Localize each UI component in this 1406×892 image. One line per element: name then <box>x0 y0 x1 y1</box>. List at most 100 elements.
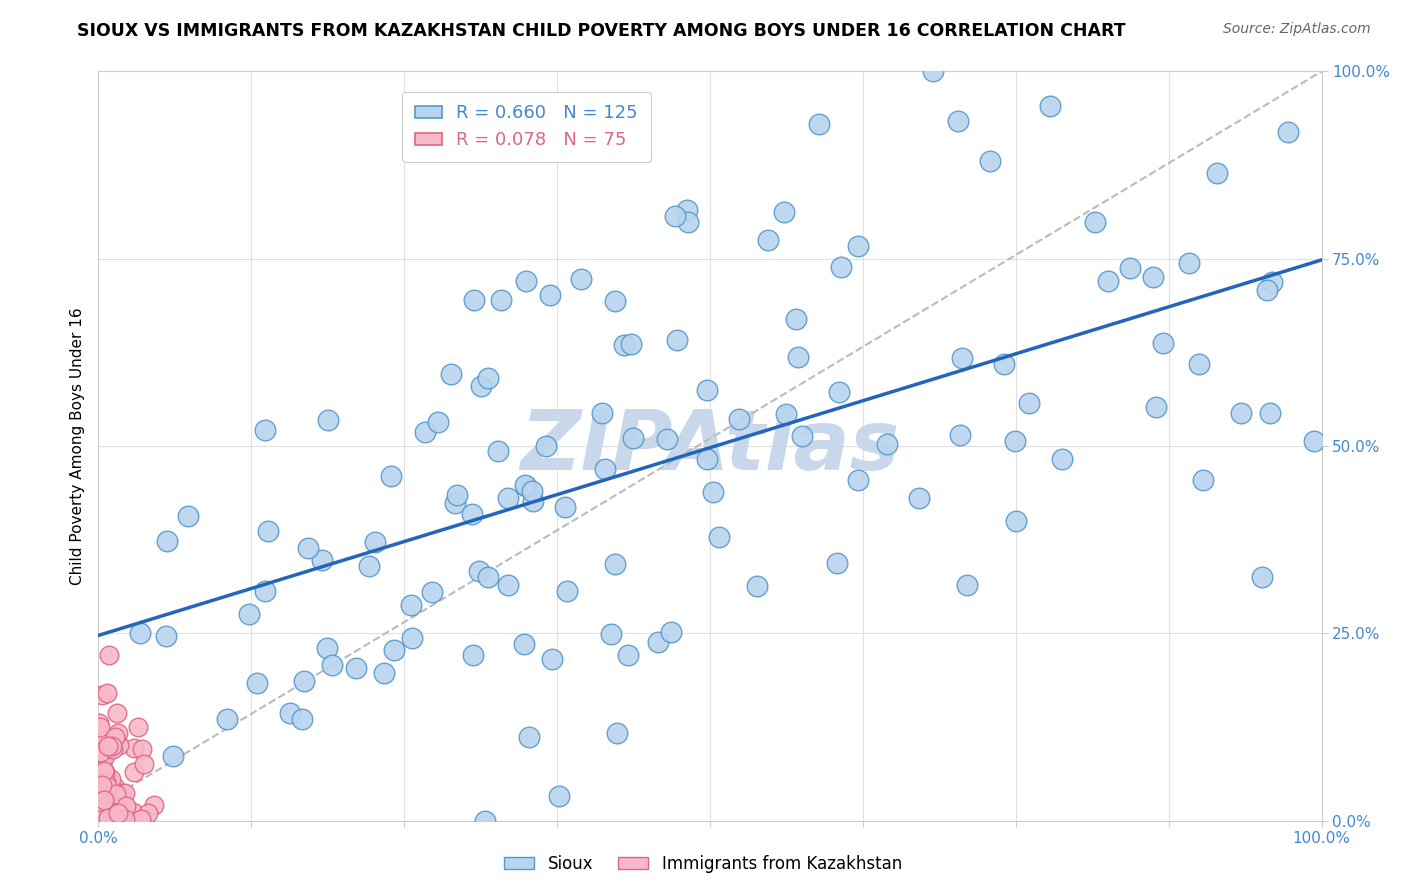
Point <box>89 783 111 797</box>
Point <box>600 627 623 641</box>
Point <box>956 578 979 592</box>
Point <box>515 274 537 288</box>
Point <box>110 807 132 822</box>
Point <box>136 805 159 820</box>
Point <box>97 772 120 787</box>
Point <box>257 524 280 538</box>
Point <box>93 779 115 793</box>
Point <box>155 629 177 643</box>
Point <box>122 741 145 756</box>
Point <box>104 788 127 802</box>
Text: SIOUX VS IMMIGRANTS FROM KAZAKHSTAN CHILD POVERTY AMONG BOYS UNDER 16 CORRELATIO: SIOUX VS IMMIGRANTS FROM KAZAKHSTAN CHIL… <box>77 22 1126 40</box>
Point <box>756 233 779 247</box>
Point <box>90 755 112 769</box>
Point <box>98 648 121 662</box>
Point <box>1256 283 1278 297</box>
Point <box>1119 261 1142 276</box>
Point <box>498 491 520 505</box>
Point <box>606 725 628 739</box>
Point <box>415 425 437 439</box>
Point <box>89 787 111 801</box>
Point <box>513 477 536 491</box>
Point <box>461 648 484 662</box>
Point <box>96 775 118 789</box>
Point <box>540 652 562 666</box>
Point <box>1152 336 1174 351</box>
Point <box>446 488 468 502</box>
Point <box>1302 434 1324 448</box>
Point <box>468 565 491 579</box>
Point <box>93 764 115 779</box>
Point <box>538 288 561 302</box>
Point <box>444 496 467 510</box>
Point <box>647 635 669 649</box>
Point <box>96 686 118 700</box>
Point <box>727 411 749 425</box>
Point <box>1018 396 1040 410</box>
Point <box>474 814 496 828</box>
Point <box>422 585 444 599</box>
Point <box>96 811 118 825</box>
Point <box>470 379 492 393</box>
Point <box>489 293 512 307</box>
Point <box>107 806 129 821</box>
Point <box>373 666 395 681</box>
Point <box>359 558 381 573</box>
Point <box>127 720 149 734</box>
Point <box>382 643 405 657</box>
Point <box>89 805 111 820</box>
Point <box>1004 434 1026 449</box>
Point <box>91 734 114 748</box>
Point <box>90 745 112 759</box>
Point <box>297 541 319 556</box>
Point <box>571 272 593 286</box>
Point <box>321 658 343 673</box>
Point <box>908 491 931 505</box>
Point <box>94 749 117 764</box>
Point <box>513 637 536 651</box>
Point <box>94 746 117 760</box>
Point <box>1205 166 1227 180</box>
Point <box>278 706 301 721</box>
Point <box>591 406 613 420</box>
Point <box>696 383 718 397</box>
Point <box>949 428 972 442</box>
Point <box>380 468 402 483</box>
Point <box>555 583 578 598</box>
Point <box>1097 274 1119 288</box>
Point <box>620 336 643 351</box>
Point <box>696 451 718 466</box>
Point <box>311 553 333 567</box>
Point <box>96 812 118 826</box>
Point <box>94 789 117 804</box>
Point <box>828 384 851 399</box>
Point <box>101 784 124 798</box>
Point <box>97 789 120 804</box>
Point <box>605 557 627 571</box>
Point <box>100 772 122 786</box>
Point <box>104 789 127 803</box>
Point <box>786 350 808 364</box>
Point <box>105 796 128 810</box>
Point <box>89 814 111 828</box>
Text: ZIPAtlas: ZIPAtlas <box>520 406 900 486</box>
Point <box>253 423 276 437</box>
Point <box>1192 473 1215 487</box>
Point <box>122 765 145 780</box>
Point <box>176 508 198 523</box>
Point <box>97 742 120 756</box>
Legend: Sioux, Immigrants from Kazakhstan: Sioux, Immigrants from Kazakhstan <box>498 848 908 880</box>
Point <box>617 648 640 663</box>
Point <box>846 474 869 488</box>
Point <box>96 812 118 826</box>
Point <box>105 802 128 816</box>
Point <box>950 351 973 365</box>
Point <box>496 577 519 591</box>
Point <box>1084 215 1107 229</box>
Point <box>91 747 114 761</box>
Point <box>593 462 616 476</box>
Point <box>876 437 898 451</box>
Point <box>603 293 626 308</box>
Point <box>775 407 797 421</box>
Point <box>96 795 118 809</box>
